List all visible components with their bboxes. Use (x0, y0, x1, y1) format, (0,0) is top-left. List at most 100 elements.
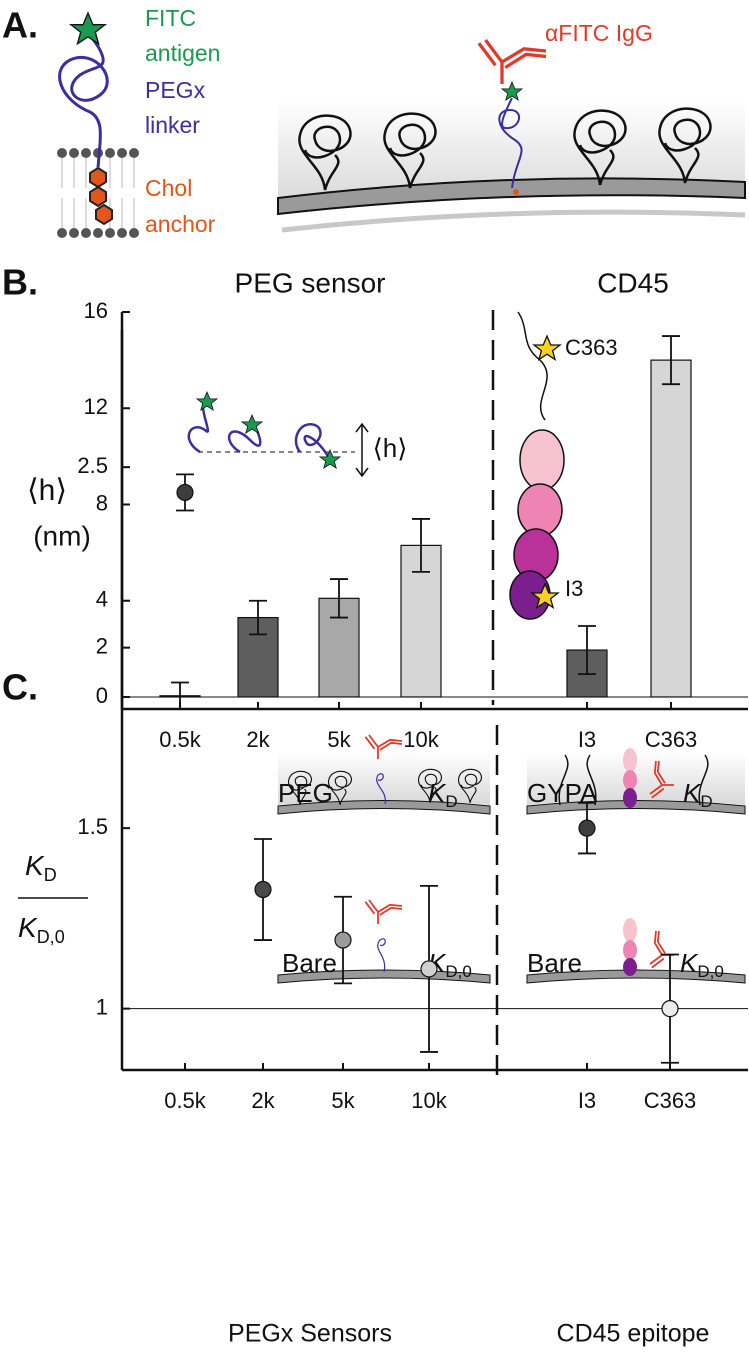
label: anchor (145, 211, 216, 237)
label: αFITC IgG (545, 20, 653, 46)
inset-peg (376, 773, 386, 805)
x-tick-label: I3 (578, 1088, 596, 1113)
cd45-protein (517, 311, 548, 421)
inset-bare (623, 918, 637, 942)
inset-label: Bare (527, 948, 582, 978)
label: Chol (145, 175, 192, 201)
cd45-protein (519, 429, 565, 491)
inset-k: K (683, 778, 702, 808)
x-tick-label: C363 (644, 1088, 697, 1113)
membrane-sensor (57, 148, 67, 158)
surface-scene (277, 38, 746, 233)
x-tick-label: 10k (411, 1088, 447, 1113)
y-axis-label: KD,0 (18, 912, 65, 946)
surface-scene (513, 189, 519, 195)
point (334, 931, 352, 949)
membrane-sensor (69, 148, 79, 158)
inset-peg (526, 800, 746, 815)
membrane-sensor (117, 148, 127, 158)
surface-scene (277, 177, 746, 216)
group-label: CD45 (597, 267, 669, 298)
inset-label: KD (683, 778, 713, 812)
inset-peg (277, 800, 491, 815)
x-tick-label: 10k (403, 727, 439, 752)
inset-label: ⟨h⟩ (373, 433, 408, 463)
peg-inset (187, 391, 369, 478)
membrane-sensor (57, 228, 67, 238)
x-tick-label: 0.5k (159, 727, 202, 752)
inset-k-sub: D,0 (697, 962, 723, 981)
y-tick-label: 2.5 (77, 453, 108, 478)
membrane-sensor (89, 185, 107, 208)
membrane-sensor (95, 203, 113, 226)
label: antigen (145, 40, 220, 66)
y-axis-label: (nm) (33, 520, 91, 551)
membrane-sensor (81, 148, 91, 158)
inset-bare (277, 969, 491, 984)
membrane-sensor (81, 228, 91, 238)
surface-scene (498, 97, 523, 189)
y-label-sub: D (44, 865, 57, 885)
inset-label: PEG (278, 778, 333, 808)
inset-peg (278, 752, 490, 805)
inset-peg (277, 734, 746, 815)
cd45-protein (533, 335, 561, 361)
cd45-protein (517, 483, 563, 537)
bar (650, 359, 692, 698)
membrane-sensor (89, 166, 113, 226)
y-label-sub: D,0 (37, 927, 65, 947)
x-tick-label: C363 (645, 727, 698, 752)
membrane-sensor (69, 228, 79, 238)
label: PEGx (145, 77, 206, 103)
inset-bare (277, 899, 746, 984)
point (254, 880, 272, 899)
inset-peg (623, 770, 637, 790)
membrane-sensor (93, 228, 103, 238)
peg-inset (241, 414, 263, 434)
y-tick-label: 2 (96, 633, 108, 658)
point (176, 483, 194, 502)
inset-k-sub: D,0 (445, 962, 471, 981)
inset-k: K (428, 778, 447, 808)
x-tick-label: 5k (327, 727, 351, 752)
x-tick-label: 5k (331, 1088, 355, 1113)
inset-bare (623, 958, 637, 976)
inset-label: KD (428, 778, 458, 812)
x-tick-label: 2k (246, 727, 270, 752)
point (661, 1000, 679, 1018)
membrane-sensor (105, 228, 115, 238)
y-label-k: K (18, 912, 38, 943)
peg-inset (355, 422, 369, 478)
peg-inset (196, 391, 218, 411)
y-tick-label: 4 (96, 587, 108, 612)
inset-bare (364, 899, 403, 925)
y-tick-label: 16 (84, 298, 108, 323)
membrane-sensor (129, 228, 139, 238)
panel-label: B. (2, 262, 38, 303)
inset-k-sub: D (445, 792, 457, 811)
y-tick-label: 1.5 (77, 814, 108, 839)
y-tick-label: 8 (96, 490, 108, 515)
peg-inset (187, 400, 210, 454)
inset-bare (377, 938, 386, 973)
membrane-sensor (57, 12, 139, 238)
membrane-sensor (58, 31, 109, 169)
membrane-sensor (89, 166, 107, 189)
inset-label: KD,0 (680, 948, 724, 982)
label: FITC (145, 5, 196, 31)
membrane-sensor (129, 148, 139, 158)
peg-inset (294, 422, 332, 461)
inset-k: K (680, 948, 699, 978)
inset-k-sub: D (700, 792, 712, 811)
inset-peg (623, 748, 637, 772)
x-group-label: CD45 epitope (557, 1320, 710, 1348)
cd45-protein (509, 311, 565, 620)
panel-label: C. (2, 667, 38, 708)
membrane-sensor (105, 148, 115, 158)
inset-bare (623, 940, 637, 960)
point (420, 960, 438, 978)
x-tick-label: I3 (578, 727, 596, 752)
